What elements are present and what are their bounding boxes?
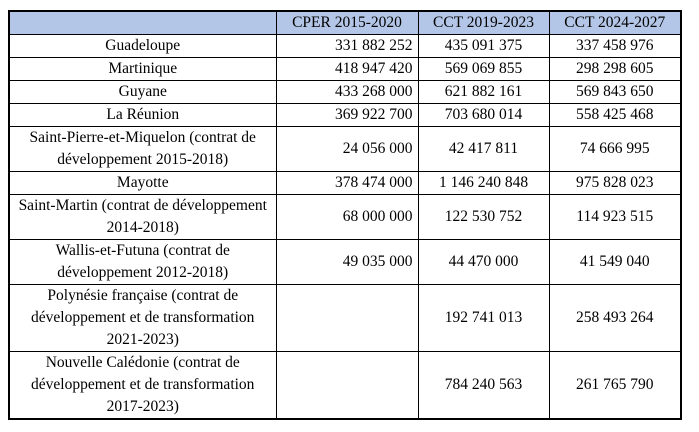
cct-2019-2023-value-cell: 435 091 375: [417, 34, 550, 58]
table-header-row: CPER 2015-2020 CCT 2019-2023 CCT 2024-20…: [8, 10, 682, 35]
territory-name-cell: Wallis-et-Futuna (contrat de développeme…: [8, 239, 277, 285]
cct-2019-2023-value-cell: 569 069 855: [417, 57, 550, 81]
header-cell-cper-2015-2020: CPER 2015-2020: [275, 10, 419, 35]
territory-name-cell: Polynésie française (contrat de développ…: [8, 284, 277, 352]
table-row: Wallis-et-Futuna (contrat de développeme…: [8, 239, 682, 285]
cct-2024-2027-value-cell: 261 765 790: [548, 351, 682, 420]
cper-2015-2020-value-cell: 369 922 700: [275, 103, 419, 127]
cct-2019-2023-value-cell: 784 240 563: [417, 351, 550, 420]
header-cell-cct-2024-2027: CCT 2024-2027: [548, 10, 682, 35]
table-row: Guyane 433 268 000 621 882 161 569 843 6…: [8, 80, 682, 104]
cper-2015-2020-value-cell: 24 056 000: [275, 126, 419, 172]
territory-name-cell: Mayotte: [8, 171, 277, 195]
table-row: Nouvelle Calédonie (contrat de développe…: [8, 351, 682, 420]
cper-2015-2020-value-cell: 418 947 420: [275, 57, 419, 81]
table-row: Polynésie française (contrat de développ…: [8, 284, 682, 352]
table-row: Martinique 418 947 420 569 069 855 298 2…: [8, 57, 682, 81]
table-row: Saint-Pierre-et-Miquelon (contrat de dév…: [8, 126, 682, 172]
cper-2015-2020-value-cell: [275, 351, 419, 420]
cct-2019-2023-value-cell: 703 680 014: [417, 103, 550, 127]
cct-2019-2023-value-cell: 1 146 240 848: [417, 171, 550, 195]
cct-2019-2023-value-cell: 42 417 811: [417, 126, 550, 172]
cct-2024-2027-value-cell: 337 458 976: [548, 34, 682, 58]
cper-2015-2020-value-cell: 378 474 000: [275, 171, 419, 195]
cct-2024-2027-value-cell: 114 923 515: [548, 194, 682, 240]
header-cell-territory: [8, 10, 277, 35]
cct-2024-2027-value-cell: 41 549 040: [548, 239, 682, 285]
cct-2024-2027-value-cell: 975 828 023: [548, 171, 682, 195]
cper-2015-2020-value-cell: 331 882 252: [275, 34, 419, 58]
territory-name-cell: Guyane: [8, 80, 277, 104]
table-row: Guadeloupe 331 882 252 435 091 375 337 4…: [8, 34, 682, 58]
cct-2019-2023-value-cell: 192 741 013: [417, 284, 550, 352]
territory-name-cell: Saint-Martin (contrat de développement 2…: [8, 194, 277, 240]
table-row: La Réunion 369 922 700 703 680 014 558 4…: [8, 103, 682, 127]
funding-table: CPER 2015-2020 CCT 2019-2023 CCT 2024-20…: [8, 10, 682, 420]
cper-2015-2020-value-cell: 68 000 000: [275, 194, 419, 240]
cct-2024-2027-value-cell: 74 666 995: [548, 126, 682, 172]
cper-2015-2020-value-cell: 433 268 000: [275, 80, 419, 104]
territory-name-cell: Martinique: [8, 57, 277, 81]
cper-2015-2020-value-cell: [275, 284, 419, 352]
cct-2024-2027-value-cell: 258 493 264: [548, 284, 682, 352]
cct-2024-2027-value-cell: 558 425 468: [548, 103, 682, 127]
cct-2024-2027-value-cell: 569 843 650: [548, 80, 682, 104]
cct-2019-2023-value-cell: 122 530 752: [417, 194, 550, 240]
territory-name-cell: Nouvelle Calédonie (contrat de développe…: [8, 351, 277, 420]
cct-2019-2023-value-cell: 44 470 000: [417, 239, 550, 285]
table-row: Saint-Martin (contrat de développement 2…: [8, 194, 682, 240]
cct-2024-2027-value-cell: 298 298 605: [548, 57, 682, 81]
table-row: Mayotte 378 474 000 1 146 240 848 975 82…: [8, 171, 682, 195]
cct-2019-2023-value-cell: 621 882 161: [417, 80, 550, 104]
territory-name-cell: La Réunion: [8, 103, 277, 127]
cper-2015-2020-value-cell: 49 035 000: [275, 239, 419, 285]
territory-name-cell: Guadeloupe: [8, 34, 277, 58]
header-cell-cct-2019-2023: CCT 2019-2023: [417, 10, 550, 35]
table-body: Guadeloupe 331 882 252 435 091 375 337 4…: [8, 34, 682, 420]
territory-name-cell: Saint-Pierre-et-Miquelon (contrat de dév…: [8, 126, 277, 172]
